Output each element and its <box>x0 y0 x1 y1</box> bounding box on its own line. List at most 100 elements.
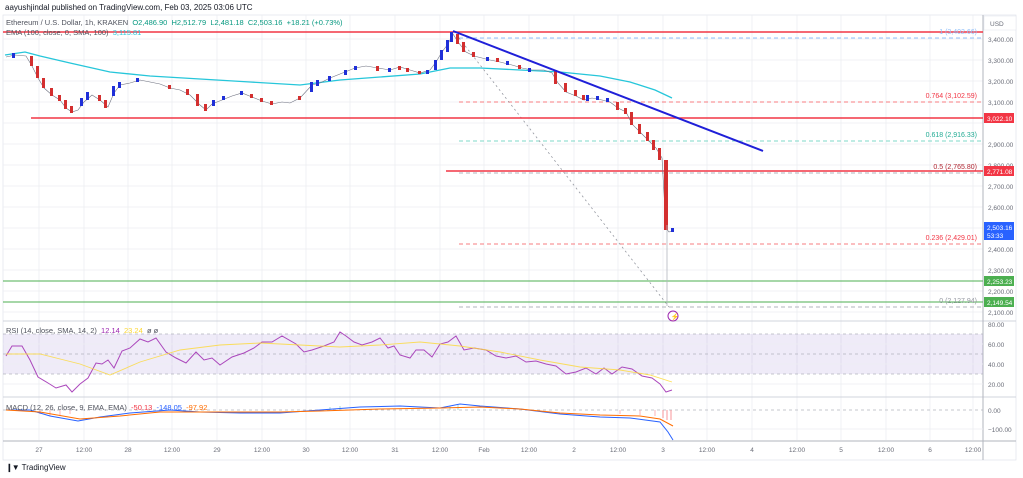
svg-text:3,400.00: 3,400.00 <box>988 37 1014 44</box>
publisher-line: aayushjindal published on TradingView.co… <box>5 3 253 12</box>
fib-labels: 1 (3,402.66) 0.764 (3,102.59) 0.618 (2,9… <box>926 29 977 305</box>
rsi-ma-line <box>6 341 673 383</box>
svg-text:2,400.00: 2,400.00 <box>988 247 1014 254</box>
svg-text:3: 3 <box>661 447 665 454</box>
svg-text:12:00: 12:00 <box>610 447 627 454</box>
svg-text:⚡: ⚡ <box>671 312 680 321</box>
macd-value: -148.05 <box>156 403 182 412</box>
svg-text:1 (3,402.66): 1 (3,402.66) <box>939 29 977 36</box>
svg-text:3,022.10: 3,022.10 <box>987 116 1013 123</box>
ema-label: EMA (100, close, 0, SMA, 100) <box>6 28 109 37</box>
macd-legend: MACD (12, 26, close, 9, EMA, EMA) -50.13… <box>6 403 207 412</box>
svg-text:28: 28 <box>124 447 132 454</box>
svg-text:12:00: 12:00 <box>76 447 93 454</box>
ema-100-line <box>4 51 673 99</box>
svg-text:0.236 (2,429.01): 0.236 (2,429.01) <box>926 235 977 242</box>
svg-text:60.00: 60.00 <box>988 342 1005 349</box>
svg-text:31: 31 <box>391 447 399 454</box>
symbol-title: Ethereum / U.S. Dollar, 1h, KRAKEN <box>6 18 129 27</box>
rsi-value: 12.14 <box>101 326 120 335</box>
svg-text:3,100.00: 3,100.00 <box>988 100 1014 107</box>
svg-text:12:00: 12:00 <box>164 447 181 454</box>
price-tag-2149 <box>984 297 1014 307</box>
svg-text:12:00: 12:00 <box>254 447 271 454</box>
svg-text:12:00: 12:00 <box>432 447 449 454</box>
svg-text:0.5 (2,765.80): 0.5 (2,765.80) <box>933 164 977 171</box>
svg-text:12:00: 12:00 <box>878 447 895 454</box>
svg-text:0.764 (3,102.59): 0.764 (3,102.59) <box>926 93 977 100</box>
svg-text:2,900.00: 2,900.00 <box>988 142 1014 149</box>
vertical-grid <box>38 15 974 440</box>
macd-hist-value: -50.13 <box>131 403 153 412</box>
svg-text:2,100.00: 2,100.00 <box>988 310 1014 317</box>
svg-text:12:00: 12:00 <box>965 447 982 454</box>
svg-text:−100.00: −100.00 <box>988 427 1012 434</box>
svg-text:80.00: 80.00 <box>988 322 1005 329</box>
svg-text:0.00: 0.00 <box>988 408 1001 415</box>
svg-text:27: 27 <box>35 447 43 454</box>
svg-text:30: 30 <box>302 447 310 454</box>
rsi-line <box>5 331 673 393</box>
rsi-legend: RSI (14, close, SMA, 14, 2) 12.14 23.24 … <box>6 326 158 335</box>
fibonacci-levels[interactable] <box>459 37 983 308</box>
svg-text:2,503.16: 2,503.16 <box>987 225 1013 232</box>
macd-signal-value: -97.92 <box>186 403 208 412</box>
svg-text:2,149.54: 2,149.54 <box>987 300 1013 307</box>
rsi-extra: ø ø <box>146 326 159 335</box>
rsi-label: RSI (14, close, SMA, 14, 2) <box>6 326 97 335</box>
ohlc-close: C2,503.16 <box>247 18 283 27</box>
time-axis[interactable]: 27 12:00 28 12:00 29 12:00 30 12:00 31 1… <box>35 447 981 454</box>
tradingview-logo-icon: ❙▼ <box>6 463 20 472</box>
svg-text:12:00: 12:00 <box>342 447 359 454</box>
svg-text:2,771.08: 2,771.08 <box>987 169 1013 176</box>
svg-text:2,300.00: 2,300.00 <box>988 268 1014 275</box>
svg-text:4: 4 <box>750 447 754 454</box>
macd-label: MACD (12, 26, close, 9, EMA, EMA) <box>6 403 127 412</box>
footer-brand[interactable]: ❙▼ TradingView <box>6 463 66 472</box>
svg-text:29: 29 <box>213 447 221 454</box>
svg-text:40.00: 40.00 <box>988 362 1005 369</box>
price-tag-2771 <box>984 166 1014 176</box>
event-marker-icon[interactable] <box>667 310 679 322</box>
ohlc-change: +18.21 (+0.73%) <box>286 18 343 27</box>
svg-text:12:00: 12:00 <box>699 447 716 454</box>
svg-text:12:00: 12:00 <box>521 447 538 454</box>
svg-text:12:00: 12:00 <box>789 447 806 454</box>
svg-text:6: 6 <box>928 447 932 454</box>
svg-text:2,200.00: 2,200.00 <box>988 289 1014 296</box>
svg-text:53:33: 53:33 <box>987 233 1004 240</box>
svg-text:Feb: Feb <box>478 447 490 454</box>
macd-signal-line <box>5 406 674 427</box>
svg-text:2,600.00: 2,600.00 <box>988 205 1014 212</box>
price-axis[interactable]: USD 3,400.00 3,300.00 3,200.00 3,100.00 … <box>983 15 1017 317</box>
fib-diagonal <box>458 37 670 308</box>
ohlc-low: L2,481.18 <box>210 18 244 27</box>
ohlc-open: O2,486.90 <box>132 18 168 27</box>
svg-text:20.00: 20.00 <box>988 382 1005 389</box>
horizontal-grid <box>3 38 983 313</box>
svg-text:3,300.00: 3,300.00 <box>988 58 1014 65</box>
currency-label: USD <box>990 21 1004 28</box>
svg-text:0.618 (2,916.33): 0.618 (2,916.33) <box>926 132 977 139</box>
price-candles <box>5 32 675 306</box>
descending-trendline[interactable] <box>452 30 764 152</box>
ema-value: 3,115.81 <box>112 28 142 37</box>
svg-text:5: 5 <box>839 447 843 454</box>
rsi-axis: 80.00 60.00 40.00 20.00 <box>988 322 1005 389</box>
svg-text:2,700.00: 2,700.00 <box>988 184 1014 191</box>
support-resistance-lines[interactable] <box>3 31 983 303</box>
price-tag-2253 <box>984 276 1014 286</box>
brand-name: TradingView <box>21 463 66 472</box>
ohlc-high: H2,512.79 <box>171 18 207 27</box>
rsi-ma-value: 23.24 <box>124 326 143 335</box>
macd-histogram <box>39 405 672 420</box>
macd-axis: 0.00 −100.00 <box>988 408 1012 434</box>
svg-text:2,253.23: 2,253.23 <box>987 279 1013 286</box>
price-tag-3022 <box>984 113 1014 123</box>
svg-text:0 (2,127.94): 0 (2,127.94) <box>939 298 977 305</box>
svg-text:3,200.00: 3,200.00 <box>988 79 1014 86</box>
svg-text:2: 2 <box>572 447 576 454</box>
symbol-legend: Ethereum / U.S. Dollar, 1h, KRAKEN O2,48… <box>6 18 343 27</box>
last-price-tag <box>984 222 1014 240</box>
